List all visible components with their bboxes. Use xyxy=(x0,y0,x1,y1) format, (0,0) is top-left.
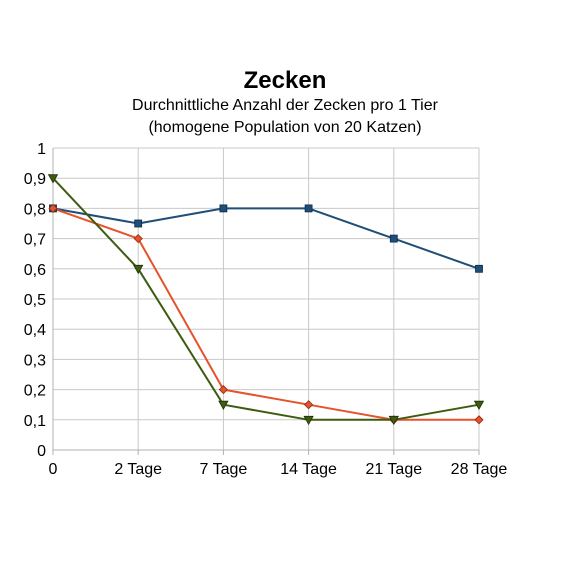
axes xyxy=(52,148,480,455)
x-tick-label: 7 Tage xyxy=(200,461,248,478)
series-3-point xyxy=(133,264,144,275)
y-tick-label: 0,7 xyxy=(24,232,46,249)
series-2-point xyxy=(48,203,58,213)
series-3-point xyxy=(303,415,314,426)
series-3-point xyxy=(473,400,485,411)
series-3-point xyxy=(388,415,399,426)
y-tick-label: 0,2 xyxy=(24,383,46,400)
series-3-line xyxy=(52,177,480,421)
series-2-point xyxy=(218,385,228,395)
y-tick-label: 0,6 xyxy=(24,262,46,279)
series-1-point xyxy=(219,204,228,213)
series-2-line xyxy=(52,207,479,421)
chart-subtitle-line-2: (homogene Population von 20 Katzen) xyxy=(148,119,421,136)
y-tick-label: 1 xyxy=(37,141,46,158)
series-1-point xyxy=(475,264,483,273)
y-tick-label: 0,9 xyxy=(24,171,46,188)
chart-title: Zecken xyxy=(244,67,327,94)
series-2-point xyxy=(133,234,143,244)
series-markers xyxy=(47,174,485,426)
gridlines xyxy=(52,147,480,451)
y-tick-labels: 0 0,1 0,2 0,3 0,4 0,5 0,6 0,7 0,8 0,9 1 xyxy=(24,141,46,460)
y-tick-label: 0 xyxy=(37,443,46,460)
x-tick-label: 2 Tage xyxy=(114,461,162,478)
x-tick-label: 0 xyxy=(49,461,58,478)
series-2-point xyxy=(304,400,314,410)
series-2-point xyxy=(474,415,484,425)
series-3-point xyxy=(47,174,59,184)
x-tick-labels: 0 2 Tage 7 Tage 14 Tage 21 Tage 28 Tage xyxy=(49,461,508,478)
y-tick-label: 0,3 xyxy=(24,352,46,369)
series-1-line xyxy=(52,207,480,270)
chart-subtitle-line-1: Durchnittliche Anzahl der Zecken pro 1 T… xyxy=(132,97,439,114)
series-1-point xyxy=(304,204,313,213)
x-tick-label: 21 Tage xyxy=(365,461,422,478)
series-1-point xyxy=(134,219,143,228)
series-lines xyxy=(52,177,480,421)
y-tick-label: 0,5 xyxy=(24,292,46,309)
x-tick-label: 28 Tage xyxy=(451,461,508,478)
x-tick-label: 14 Tage xyxy=(280,461,337,478)
series-1-point xyxy=(389,234,398,243)
y-tick-label: 0,8 xyxy=(24,201,46,218)
series-3-point xyxy=(218,400,229,411)
y-tick-label: 0,1 xyxy=(24,413,46,430)
y-tick-label: 0,4 xyxy=(24,322,46,339)
